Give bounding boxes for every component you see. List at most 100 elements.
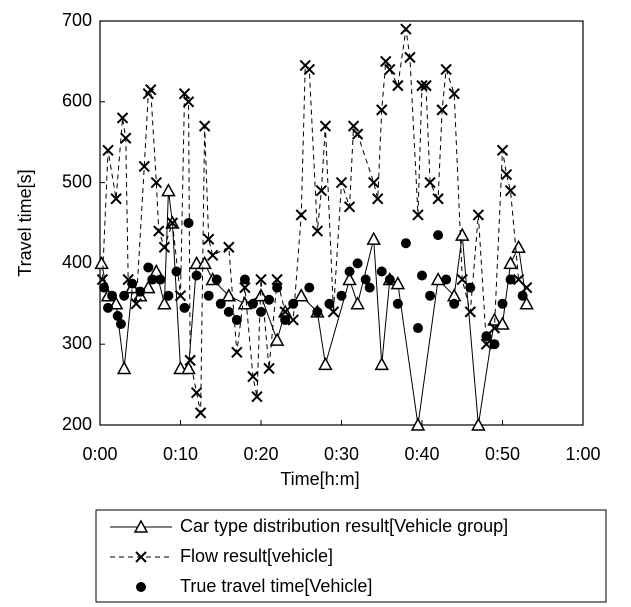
dot-marker <box>256 306 266 317</box>
cross-marker <box>239 281 251 294</box>
cross-marker <box>343 201 356 213</box>
x-tick-label: 0:20 <box>243 444 278 464</box>
triangle-marker <box>318 356 333 371</box>
y-tick-label: 400 <box>62 252 92 272</box>
x-tick-label: 0:40 <box>404 444 439 464</box>
cross-marker <box>194 407 207 419</box>
dot-marker <box>360 274 371 285</box>
dot-marker <box>143 262 154 273</box>
cross-marker <box>198 120 211 132</box>
cross-marker <box>110 193 122 205</box>
cross-marker <box>372 193 384 205</box>
dot-marker <box>280 314 291 325</box>
triangle-marker <box>108 296 124 310</box>
cross-marker <box>166 217 179 229</box>
x-tick-label: 0:00 <box>82 444 117 464</box>
triangle-marker <box>471 417 486 431</box>
cross-marker <box>145 83 157 96</box>
cross-marker <box>255 273 267 286</box>
dot-marker <box>324 298 335 309</box>
cross-marker <box>138 160 150 173</box>
dot-marker <box>344 266 355 277</box>
cross-marker <box>448 88 460 100</box>
dot-marker <box>376 266 387 277</box>
dot-marker <box>497 298 508 309</box>
triangle-marker <box>237 296 253 310</box>
triangle-marker <box>221 288 237 302</box>
dot-marker <box>183 218 194 228</box>
dot-marker <box>465 282 476 293</box>
y-tick-label: 500 <box>62 171 92 191</box>
dot-marker <box>147 274 158 285</box>
y-tick-label: 700 <box>62 10 92 30</box>
triangle-marker <box>366 231 381 245</box>
cross-marker <box>432 193 444 205</box>
cross-marker <box>472 209 485 221</box>
dot-marker <box>272 282 283 293</box>
cross-marker <box>488 322 501 334</box>
cross-marker <box>319 120 332 132</box>
dot-marker <box>264 294 275 305</box>
dot-marker <box>441 274 452 285</box>
dot-marker <box>312 306 323 317</box>
dot-marker <box>135 286 146 297</box>
cross-marker <box>392 79 404 92</box>
dot-marker <box>103 302 114 313</box>
dot-marker <box>364 282 375 293</box>
triangle-marker <box>519 296 534 310</box>
x-tick-label: 0:50 <box>485 444 520 464</box>
cross-marker <box>464 306 477 318</box>
cross-marker <box>174 290 187 302</box>
y-tick-label: 300 <box>62 333 92 353</box>
legend-box <box>95 509 607 603</box>
dot-marker <box>231 314 242 325</box>
y-tick-label: 200 <box>62 414 92 434</box>
cross-marker <box>440 63 452 76</box>
x-tick-label: 0:10 <box>163 444 198 464</box>
cross-marker <box>271 273 283 286</box>
dot-marker <box>517 290 528 301</box>
triangle-marker <box>116 360 132 375</box>
legend-label: True travel time[Vehicle] <box>180 576 372 596</box>
triangle-marker <box>374 356 390 371</box>
y-tick-label: 600 <box>62 91 92 111</box>
legend-label: Car type distribution result[Vehicle gro… <box>180 516 508 536</box>
cross-marker <box>416 79 428 92</box>
triangle-marker <box>94 255 109 270</box>
cross-marker <box>384 63 396 76</box>
cross-marker <box>496 144 509 156</box>
dot-marker <box>425 290 436 301</box>
legend-marker <box>136 582 146 592</box>
dot-marker <box>433 230 444 241</box>
cross-marker <box>178 88 191 100</box>
x-axis-label: Time[h:m] <box>280 469 359 489</box>
triangle-marker <box>157 296 172 310</box>
cross-marker <box>315 184 328 197</box>
triangle-marker <box>350 296 365 310</box>
cross-marker <box>424 176 436 189</box>
cross-marker <box>247 370 259 383</box>
cross-marker <box>380 55 392 68</box>
cross-marker <box>436 104 448 116</box>
dot-marker <box>449 298 460 309</box>
cross-marker <box>184 354 196 367</box>
cross-marker <box>202 233 215 245</box>
legend-marker <box>133 519 149 533</box>
dot-marker <box>127 278 138 289</box>
triangle-marker <box>149 263 164 278</box>
cross-marker <box>116 112 129 124</box>
triangle-marker <box>511 239 526 253</box>
cross-marker <box>376 104 388 116</box>
cross-marker <box>367 176 380 189</box>
cross-marker <box>295 209 307 221</box>
cross-marker <box>251 391 263 403</box>
cross-marker <box>102 144 114 156</box>
dot-marker <box>412 323 423 334</box>
cross-marker <box>347 120 360 132</box>
cross-marker <box>96 273 109 286</box>
dot-marker <box>489 339 500 350</box>
cross-marker <box>287 314 299 326</box>
cross-marker <box>500 168 513 181</box>
triangle-marker <box>410 417 426 431</box>
